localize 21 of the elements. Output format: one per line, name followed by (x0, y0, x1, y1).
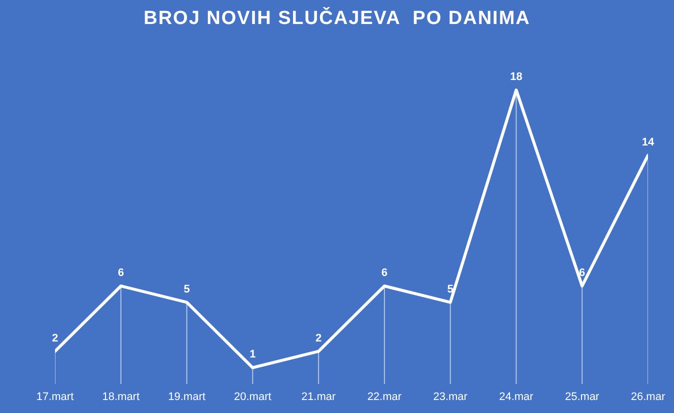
x-tick-label: 18.mart (102, 390, 140, 403)
data-label: 5 (447, 283, 454, 296)
x-tick-label: 17.mart (36, 390, 74, 403)
data-label: 6 (579, 267, 586, 279)
data-label: 18 (510, 71, 522, 83)
x-tick-label: 26.mar (630, 390, 666, 403)
x-tick-label: 19.mart (168, 390, 206, 403)
chart-title: BROJ NOVIH SLUČAJEVA PO DANIMA (142, 8, 532, 30)
x-tick-label: 24.mar (499, 390, 534, 403)
x-tick-label: 25.mar (564, 390, 600, 403)
data-label: 6 (118, 267, 124, 279)
data-label: 2 (52, 332, 58, 344)
data-label: 5 (184, 283, 190, 296)
x-tick-label: 22.mar (367, 390, 402, 403)
x-tick-label: 23.mar (433, 390, 468, 403)
data-label: 14 (642, 136, 655, 148)
data-label: 1 (250, 348, 256, 361)
data-label: 2 (315, 332, 322, 344)
x-tick-label: 20.mart (234, 390, 272, 403)
x-tick-label: 21.mar (301, 390, 336, 403)
data-label: 6 (381, 267, 388, 279)
